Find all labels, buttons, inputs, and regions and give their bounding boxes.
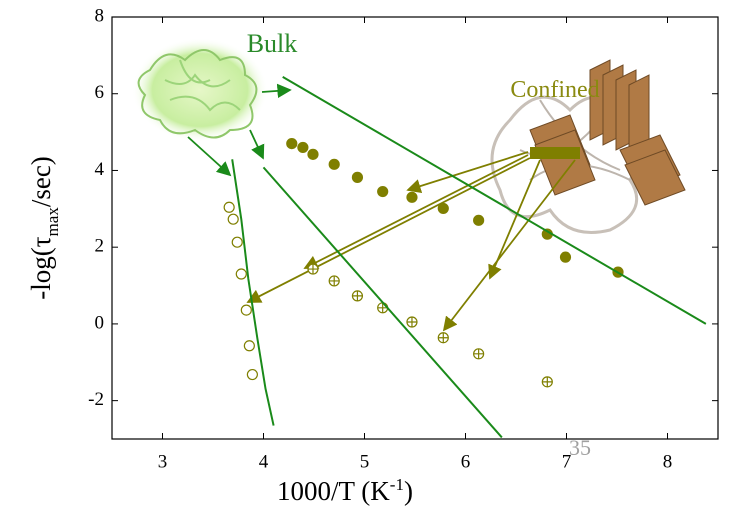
data-point xyxy=(559,251,572,263)
x-tick-label: 6 xyxy=(461,451,471,472)
y-tick-label: 4 xyxy=(95,159,105,180)
x-label-sup: -1 xyxy=(390,475,404,494)
annotation-bulk: Bulk xyxy=(247,29,298,58)
data-point xyxy=(240,304,252,316)
data-point xyxy=(286,138,298,150)
data-point xyxy=(307,148,319,160)
marker-cross xyxy=(377,302,388,313)
data-point xyxy=(473,214,485,226)
x-tick-label: 8 xyxy=(663,451,673,472)
marker-cross xyxy=(352,290,363,301)
data-point xyxy=(406,316,418,328)
marker-cross xyxy=(307,264,318,275)
x-label-tail: ) xyxy=(404,476,413,506)
y-label-tail: /sec) xyxy=(26,156,56,207)
data-point xyxy=(243,340,255,352)
annotation-confined: Confined xyxy=(510,77,599,103)
data-point xyxy=(437,202,449,215)
y-tick-label: -2 xyxy=(88,389,104,410)
data-point xyxy=(246,368,258,381)
marker-cross xyxy=(406,316,417,327)
data-point xyxy=(328,158,340,170)
y-axis-label: -log(τmax/sec) xyxy=(26,156,62,300)
x-tick-label: 5 xyxy=(360,451,370,472)
page-number: 35 xyxy=(569,435,591,460)
plot-frame xyxy=(111,16,719,440)
data-point xyxy=(437,332,449,344)
y-tick-label: 6 xyxy=(95,82,105,103)
arrows xyxy=(187,83,576,332)
data-point xyxy=(406,191,418,203)
marker-cross xyxy=(542,376,553,387)
data-point xyxy=(227,213,239,225)
marker-cross xyxy=(329,275,340,286)
y-tick-label: 2 xyxy=(95,236,105,257)
data-point xyxy=(377,185,389,198)
data-point xyxy=(307,263,319,275)
x-axis-label: 1000/T (K-1) xyxy=(277,475,413,506)
x-tick-label: 7 xyxy=(562,451,572,472)
x-tick-label: 3 xyxy=(158,451,168,472)
clay-image xyxy=(490,59,686,234)
data-point xyxy=(297,141,309,154)
x-label-main: 1000/T (K xyxy=(277,476,390,506)
y-label-sub: max xyxy=(43,207,62,237)
y-tick-label: 0 xyxy=(95,312,105,333)
data-point xyxy=(541,376,553,388)
protein-image xyxy=(132,38,268,142)
y-label-main: -log(τ xyxy=(26,236,56,299)
data-point xyxy=(223,201,235,213)
marker-cross xyxy=(438,332,449,343)
data-point xyxy=(231,236,243,248)
data-point xyxy=(235,268,247,280)
fit-line xyxy=(231,159,275,426)
fit-line xyxy=(282,75,707,325)
data-point xyxy=(351,171,364,183)
x-tick-label: 4 xyxy=(259,451,269,472)
data-point xyxy=(328,275,340,287)
data-point xyxy=(351,290,364,302)
data-point xyxy=(473,348,485,360)
marker-cross xyxy=(473,348,484,359)
fit-line xyxy=(262,166,503,439)
y-tick-label: 8 xyxy=(95,5,105,26)
